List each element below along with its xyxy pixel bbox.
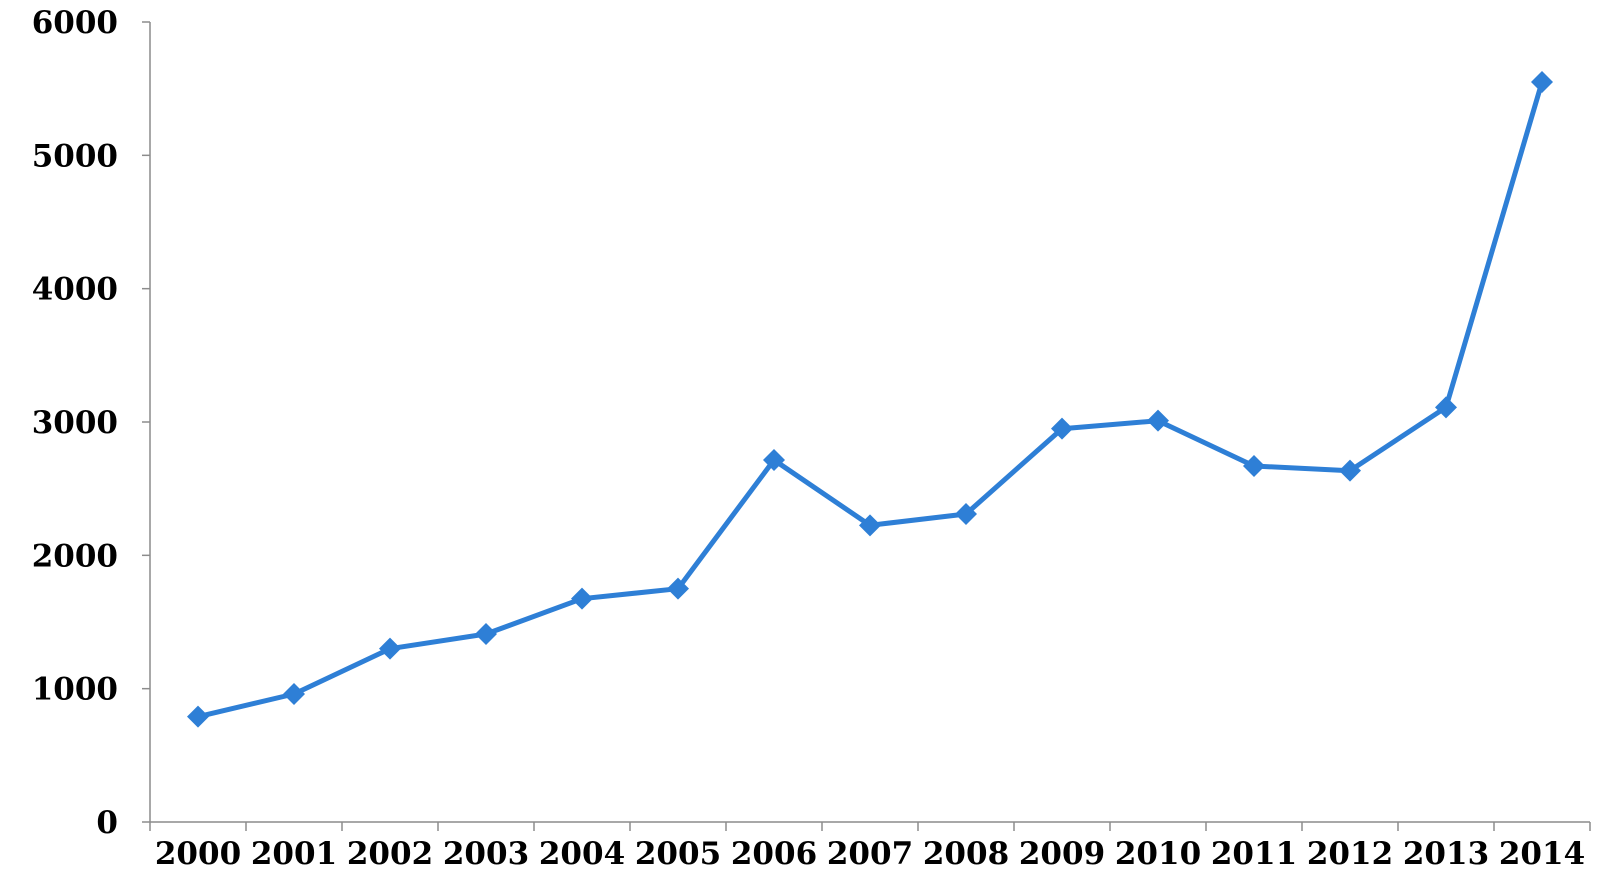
x-axis: 2000 2001 2002 2003 2004 2005 2006 2007 2008 2009…	[149, 821, 1591, 872]
x-tick-label: 2007	[827, 836, 913, 872]
data-point-marker	[763, 449, 785, 471]
x-tick-label: 2012	[1307, 836, 1393, 872]
y-tick-label: 5000	[32, 138, 118, 174]
y-tick-label: 6000	[32, 5, 118, 41]
x-tick-label: 2002	[347, 836, 433, 872]
x-tick-label: 2000	[155, 836, 241, 872]
data-point-marker	[955, 503, 977, 525]
y-axis: 0 1000 2000 3000 4000 5000 6000	[32, 5, 151, 841]
x-tick-label: 2006	[731, 836, 817, 872]
y-tick-label: 0	[96, 805, 118, 841]
x-tick-label: 2003	[443, 836, 529, 872]
y-tick-label: 3000	[32, 405, 118, 441]
x-tick-label: 2005	[635, 836, 721, 872]
data-point-marker	[1435, 396, 1457, 419]
x-tick-label: 2011	[1211, 836, 1297, 872]
data-point-marker	[1147, 409, 1169, 432]
data-point-marker	[859, 514, 881, 537]
data-point-marker	[475, 623, 497, 645]
x-tick-label: 2008	[923, 836, 1009, 872]
data-point-marker	[667, 577, 689, 600]
data-point-marker	[1051, 417, 1073, 440]
y-tick-label: 1000	[32, 672, 118, 708]
data-point-marker	[571, 587, 593, 610]
x-tick-label: 2014	[1499, 836, 1585, 872]
data-point-marker	[283, 683, 305, 705]
y-tick-label: 4000	[32, 272, 118, 308]
x-tick-label: 2009	[1019, 836, 1105, 872]
data-point-marker	[1339, 459, 1361, 482]
x-tick-label: 2010	[1115, 836, 1201, 872]
data-point-marker	[187, 705, 209, 728]
data-point-marker	[1243, 455, 1265, 477]
series-line	[195, 79, 1545, 720]
data-point-marker	[379, 637, 401, 660]
x-tick-label: 2004	[539, 836, 625, 872]
y-tick-label: 2000	[32, 538, 118, 574]
x-tick-label: 2013	[1403, 836, 1489, 872]
x-tick-label: 2001	[251, 836, 337, 872]
data-point-marker	[1531, 71, 1553, 93]
series-layer	[187, 71, 1553, 728]
